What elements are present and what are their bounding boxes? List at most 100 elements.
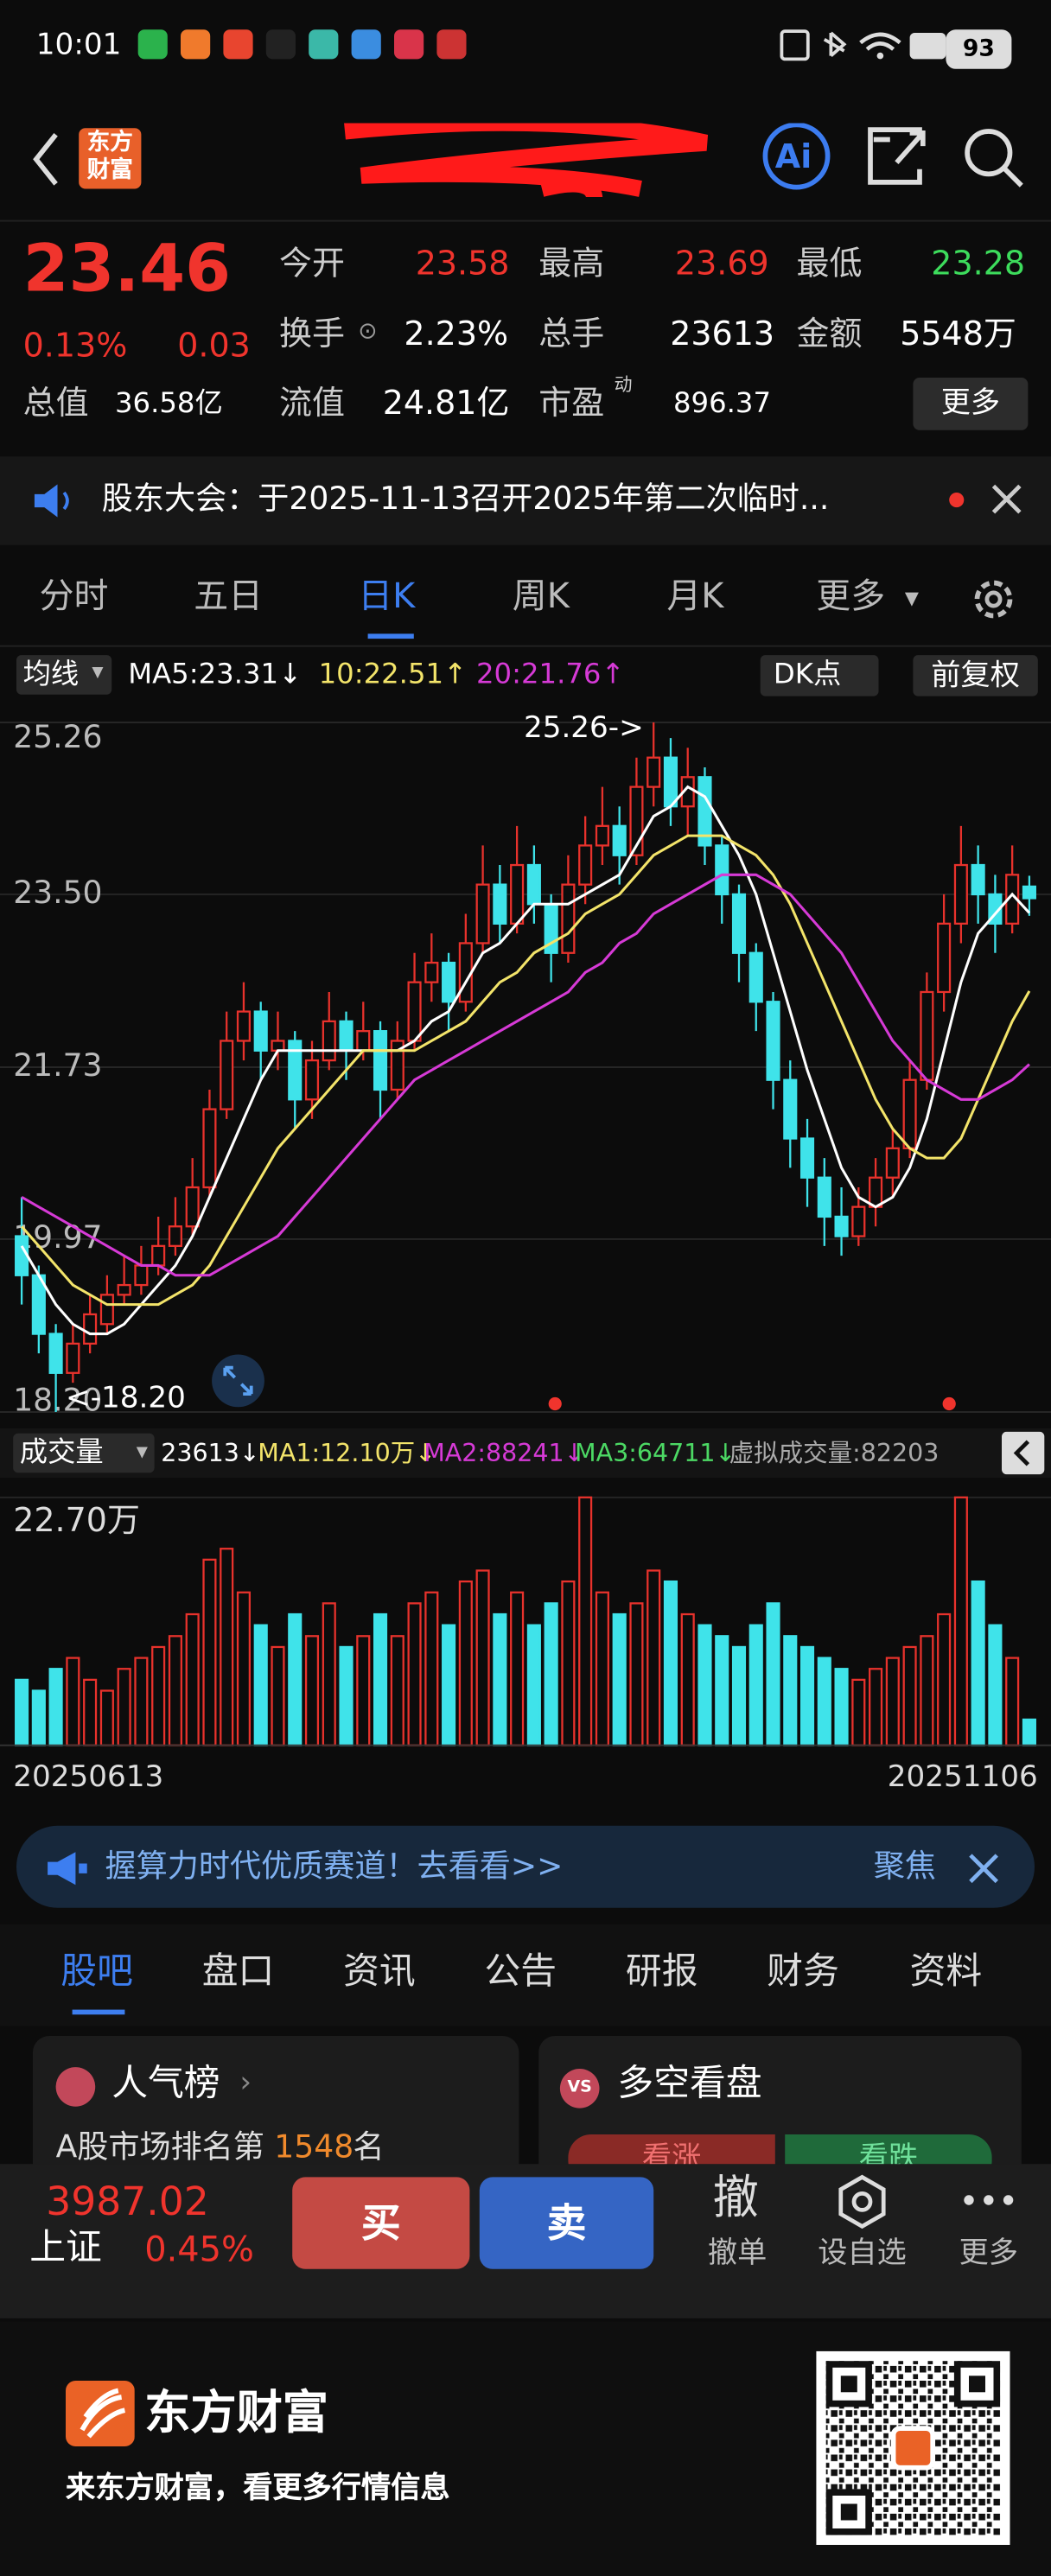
- sell-button[interactable]: 卖: [479, 2177, 654, 2269]
- adjust-button[interactable]: 前复权: [913, 655, 1038, 696]
- volume-bar: [680, 1612, 695, 1746]
- field-label: 换手: [279, 313, 345, 353]
- close-notice[interactable]: [989, 481, 1025, 518]
- candle-body: [953, 863, 968, 925]
- volume-bar: [920, 1635, 934, 1746]
- banner-right[interactable]: 聚焦: [873, 1848, 937, 1886]
- rank-prefix: A股市场排名第: [55, 2129, 264, 2166]
- volume-bar: [202, 1558, 217, 1746]
- search-button[interactable]: [965, 129, 1013, 177]
- collapse-button[interactable]: [1002, 1431, 1045, 1475]
- candle-body: [202, 1108, 217, 1189]
- candle-body: [168, 1225, 182, 1247]
- candle-body: [663, 756, 678, 808]
- candle-body: [526, 863, 541, 906]
- candle-body: [578, 844, 593, 886]
- watch-icon[interactable]: [834, 2174, 890, 2230]
- field-sup: 动: [614, 374, 633, 396]
- buy-button[interactable]: 买: [292, 2177, 470, 2269]
- candle-body: [236, 1010, 252, 1042]
- candle-body: [288, 1040, 303, 1101]
- field-value: 23.69: [674, 243, 769, 283]
- period-tab[interactable]: 月K: [666, 576, 724, 616]
- volume-bar: [236, 1591, 252, 1746]
- index-change[interactable]: 0.45%: [144, 2229, 254, 2269]
- volume-bar: [629, 1602, 644, 1746]
- status-time: 10:01: [35, 28, 122, 63]
- index-value[interactable]: 3987.02: [46, 2178, 209, 2225]
- candle-body: [1022, 885, 1036, 900]
- peak-label: 25.26->: [524, 710, 644, 745]
- field-label: 最低: [796, 243, 863, 283]
- volume-bar: [510, 1591, 525, 1746]
- field-value: 23.58: [415, 243, 510, 283]
- content-tab-active[interactable]: 股吧: [61, 1952, 133, 1994]
- volume-bar: [937, 1612, 952, 1746]
- volume-bar: [151, 1645, 166, 1746]
- ma10-label: 10:22.51↑: [318, 658, 468, 691]
- popularity-card[interactable]: [33, 2036, 519, 2184]
- candle-body: [83, 1313, 98, 1345]
- more-label[interactable]: 更多: [959, 2236, 1018, 2271]
- content-tab[interactable]: 研报: [625, 1952, 698, 1994]
- close-banner[interactable]: [965, 1850, 1002, 1886]
- candle-body: [799, 1137, 815, 1179]
- share-button[interactable]: [868, 127, 926, 185]
- candle-body: [731, 893, 747, 954]
- signal-dot: [942, 1396, 956, 1411]
- dk-button[interactable]: DK点: [760, 655, 879, 696]
- period-tab[interactable]: 分时: [39, 576, 109, 616]
- content-tab[interactable]: 财务: [767, 1952, 839, 1994]
- field-label: 总值: [22, 382, 89, 423]
- period-tab-active[interactable]: 日K: [358, 576, 416, 616]
- field-label: 最高: [538, 243, 605, 283]
- candle-body: [151, 1244, 166, 1267]
- volume-selector[interactable]: 成交量: [13, 1433, 155, 1473]
- content-tab[interactable]: 公告: [484, 1952, 557, 1994]
- content-tab[interactable]: 资料: [909, 1952, 983, 1994]
- notice-text[interactable]: 股东大会：于2025-11-13召开2025年第二次临时...: [101, 480, 830, 518]
- volume-chart: 22.70万 20250613 20251106: [0, 1496, 1051, 1794]
- tab-underline: [72, 2009, 125, 2015]
- cancel-icon[interactable]: 撤: [712, 2170, 759, 2225]
- dropdown-caret: ▼: [92, 665, 104, 682]
- index-name[interactable]: 上证: [29, 2228, 102, 2269]
- period-tab[interactable]: 五日: [194, 576, 263, 616]
- change-pct: 0.13%: [22, 325, 128, 365]
- candle-body: [971, 863, 985, 896]
- settings-button[interactable]: [969, 575, 1018, 624]
- volume-bar: [442, 1624, 456, 1746]
- vs-icon: VS: [559, 2069, 600, 2109]
- field-value: 2.23%: [404, 313, 509, 353]
- candle-body: [834, 1215, 849, 1237]
- ai-button[interactable]: [762, 123, 831, 190]
- unread-dot: [949, 493, 965, 508]
- candle-body: [424, 961, 439, 983]
- ma-selector[interactable]: 均线: [16, 655, 112, 695]
- content-tab[interactable]: 盘口: [201, 1952, 275, 1994]
- more-icon[interactable]: [962, 2191, 1015, 2210]
- expand-button[interactable]: [208, 1353, 267, 1409]
- volume-bar: [595, 1591, 609, 1746]
- app-logo[interactable]: 东方财富: [79, 128, 142, 189]
- volume-ma1: MA1:12.10万↓: [258, 1438, 436, 1468]
- field-value: 23613: [670, 313, 775, 353]
- virtual-volume: 虚拟成交量:82203: [729, 1438, 940, 1468]
- ma-line: [20, 785, 1031, 1336]
- more-button[interactable]: 更多: [913, 378, 1029, 430]
- banner-text[interactable]: 握算力时代优质赛道！去看看>>: [105, 1848, 564, 1886]
- period-tab[interactable]: 更多: [816, 576, 886, 616]
- period-tab[interactable]: 周K: [512, 576, 570, 616]
- ad-banner[interactable]: [16, 1825, 1035, 1908]
- candle-body: [253, 1010, 268, 1052]
- info-icon[interactable]: ⊙: [358, 318, 378, 345]
- volume-bar: [220, 1548, 234, 1746]
- signal-dot: [548, 1396, 562, 1411]
- volume-bar: [885, 1657, 900, 1746]
- cancel-label[interactable]: 撤单: [707, 2236, 768, 2271]
- ai-label[interactable]: Ai: [774, 136, 812, 176]
- back-button[interactable]: [33, 133, 58, 186]
- watch-label[interactable]: 设自选: [818, 2236, 907, 2271]
- content-tab[interactable]: 资讯: [343, 1952, 416, 1994]
